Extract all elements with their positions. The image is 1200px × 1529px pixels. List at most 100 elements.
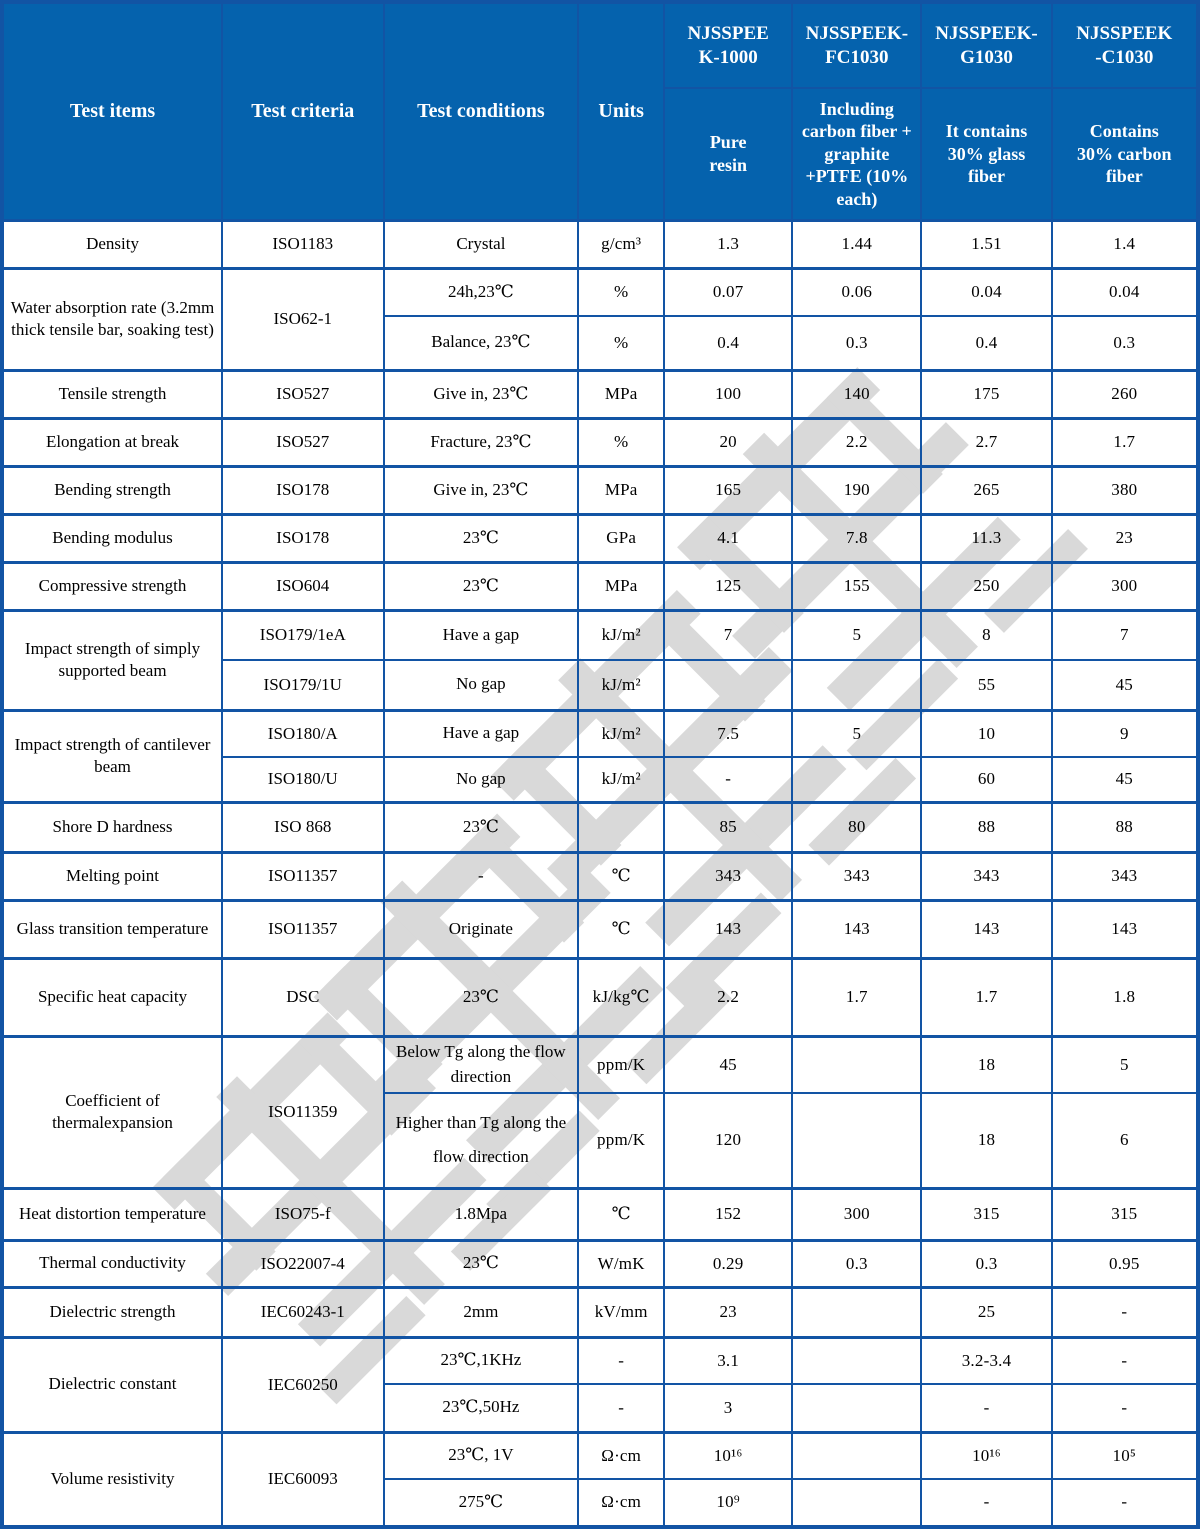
row-item: Specific heat capacity <box>0 956 224 1037</box>
cell-value: 45 <box>1050 659 1200 711</box>
row-unit: - <box>577 1335 666 1385</box>
cell-value: 1.44 <box>791 218 923 269</box>
cell-value: 25 <box>920 1285 1053 1338</box>
row-item: Water absorption rate (3.2mm thick tensi… <box>0 266 224 371</box>
cell-value: 9 <box>1050 708 1200 758</box>
product-desc-g1030: It contains 30% glass fiber <box>920 87 1053 221</box>
cell-value: 6 <box>1050 1092 1200 1189</box>
cell-value: 5 <box>1050 1034 1200 1094</box>
row-item: Compressive strength <box>0 560 224 611</box>
cell-value <box>791 659 923 711</box>
cell-value: 265 <box>920 464 1053 515</box>
cell-value: 100 <box>663 368 794 419</box>
cell-value: 0.95 <box>1050 1238 1200 1288</box>
table-row: Water absorption rate (3.2mm thick tensi… <box>0 266 1200 371</box>
row-condition: Originate <box>382 898 580 959</box>
cell-value: 190 <box>791 464 923 515</box>
cell-value: 120 <box>663 1092 794 1189</box>
row-condition: Balance, 23℃ <box>382 315 580 371</box>
row-item: Impact strength of simply supported beam <box>0 608 224 711</box>
row-condition: 23℃ <box>382 512 580 563</box>
row-criteria: ISO62-1 <box>221 266 385 371</box>
cell-value: 1.8 <box>1050 956 1200 1037</box>
row-unit: ℃ <box>577 850 666 901</box>
row-criteria: ISO527 <box>221 368 385 419</box>
table-row: Compressive strength ISO604 23℃ MPa 125 … <box>0 560 1200 611</box>
cell-value: 343 <box>920 850 1053 901</box>
cell-value: 4.1 <box>663 512 794 563</box>
product-desc-c1030: Contains 30% carbon fiber <box>1050 87 1200 221</box>
col-header-test-criteria: Test criteria <box>221 1 385 221</box>
row-condition: 275℃ <box>382 1478 580 1528</box>
row-condition: Have a gap <box>382 708 580 758</box>
cell-value: 10⁵ <box>1050 1430 1200 1480</box>
cell-value: 2.2 <box>663 956 794 1037</box>
row-unit: % <box>577 416 666 467</box>
row-unit: % <box>577 315 666 371</box>
row-criteria: ISO179/1eA <box>221 608 385 661</box>
row-unit <box>577 800 666 853</box>
row-criteria: ISO22007-4 <box>221 1238 385 1288</box>
row-unit: ppm/K <box>577 1092 666 1189</box>
row-unit: ℃ <box>577 898 666 959</box>
row-condition: Crystal <box>382 218 580 269</box>
cell-value: 0.4 <box>663 315 794 371</box>
table-row: 275℃ Ω·cm 10⁹ - - <box>2 1478 1200 1528</box>
row-item: Dielectric strength <box>0 1285 224 1338</box>
table-row: Dielectric strength IEC60243-1 2mm kV/mm… <box>0 1285 1200 1338</box>
cell-value: 1.4 <box>1050 218 1200 269</box>
row-item: Elongation at break <box>0 416 224 467</box>
table-row: Dielectric constant IEC60250 23℃,1KHz - … <box>0 1335 1200 1433</box>
cell-value <box>791 1092 923 1189</box>
row-item: Tensile strength <box>0 368 224 419</box>
row-unit: kJ/m² <box>577 708 666 758</box>
product-name-k1000: NJSSPEE K-1000 <box>663 1 794 89</box>
cell-value: 343 <box>791 850 923 901</box>
cell-value: 5 <box>791 608 923 661</box>
cell-value: 5 <box>791 708 923 758</box>
row-condition: 2mm <box>382 1285 580 1338</box>
cell-value: - <box>1050 1478 1200 1528</box>
cell-value <box>791 1335 923 1385</box>
row-unit: kJ/m² <box>577 659 666 711</box>
cell-value: 315 <box>920 1186 1053 1241</box>
cell-value: 1.51 <box>920 218 1053 269</box>
row-item: Bending modulus <box>0 512 224 563</box>
cell-value: 152 <box>663 1186 794 1241</box>
cell-value: 1.7 <box>920 956 1053 1037</box>
cell-value: - <box>1050 1335 1200 1385</box>
cell-value: 0.3 <box>920 1238 1053 1288</box>
row-condition: Higher than Tg along the flow direction <box>382 1092 580 1189</box>
cell-value: 165 <box>663 464 794 515</box>
cell-value: - <box>920 1383 1053 1433</box>
row-condition: 23℃ <box>382 560 580 611</box>
cell-value: 250 <box>920 560 1053 611</box>
row-item: Shore D hardness <box>0 800 224 853</box>
row-condition: No gap <box>382 756 580 803</box>
row-condition: 23℃,1KHz <box>382 1335 580 1385</box>
cell-value: 315 <box>1050 1186 1200 1241</box>
cell-value: 45 <box>663 1034 794 1094</box>
row-condition: 23℃,50Hz <box>382 1383 580 1433</box>
cell-value: 0.3 <box>791 315 923 371</box>
table-row: Volume resistivity IEC60093 23℃, 1V Ω·cm… <box>0 1430 1200 1528</box>
cell-value: 1.7 <box>1050 416 1200 467</box>
row-condition: - <box>382 850 580 901</box>
cell-value: 7.5 <box>663 708 794 758</box>
row-item: Dielectric constant <box>0 1335 224 1433</box>
row-condition: 23℃ <box>382 956 580 1037</box>
cell-value: 3.1 <box>663 1335 794 1385</box>
row-item: Heat distortion temperature <box>0 1186 224 1241</box>
col-header-test-items: Test items <box>0 1 224 221</box>
row-condition: Fracture, 23℃ <box>382 416 580 467</box>
cell-value: 88 <box>920 800 1053 853</box>
row-unit: kV/mm <box>577 1285 666 1338</box>
table-row: Bending strength ISO178 Give in, 23℃ MPa… <box>0 464 1200 515</box>
cell-value: 45 <box>1050 756 1200 803</box>
cell-value <box>663 659 794 711</box>
row-criteria: ISO 868 <box>221 800 385 853</box>
row-unit: ppm/K <box>577 1034 666 1094</box>
cell-value <box>791 1478 923 1528</box>
row-item: Glass transition temperature <box>0 898 224 959</box>
